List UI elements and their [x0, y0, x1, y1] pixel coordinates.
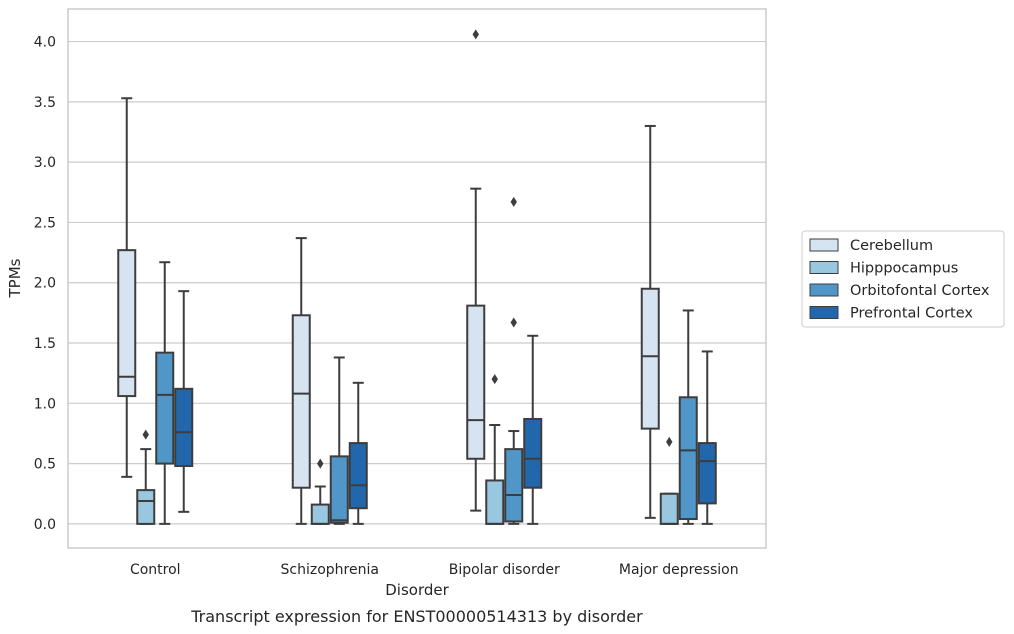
outlier-point — [666, 436, 673, 447]
box-hipppocampus-3 — [659, 436, 679, 525]
outlier-point — [510, 317, 517, 328]
x-tick-label: Schizophrenia — [281, 562, 379, 578]
box-hipppocampus-2 — [485, 374, 505, 525]
box-iqr — [117, 249, 137, 398]
outlier-point — [472, 29, 479, 40]
box-iqr — [659, 492, 679, 525]
outlier-point — [142, 429, 149, 440]
legend-swatch — [809, 306, 839, 319]
box-orbitofontal-cortex-0 — [155, 261, 175, 525]
outlier-point — [491, 374, 498, 385]
box-iqr — [697, 442, 717, 505]
box-iqr — [678, 396, 698, 521]
y-tick-label: 1.0 — [34, 396, 56, 412]
box-iqr — [329, 455, 349, 524]
figure-caption: Transcript expression for ENST0000051431… — [190, 607, 643, 626]
box-iqr — [640, 287, 660, 430]
legend-swatch — [809, 238, 839, 252]
y-tick-label: 2.0 — [34, 276, 56, 292]
legend-label: Orbitofontal Cortex — [850, 283, 990, 299]
boxes — [117, 29, 717, 525]
y-tick-label: 3.0 — [34, 155, 56, 171]
box-prefrontal-cortex-3 — [697, 350, 717, 525]
box-iqr — [155, 351, 175, 465]
box-iqr — [291, 314, 311, 489]
box-iqr — [523, 417, 543, 489]
box-hipppocampus-0 — [136, 429, 156, 525]
x-tick-label: Control — [130, 562, 181, 578]
box-iqr — [310, 503, 330, 525]
legend-label: Hipppocampus — [850, 261, 958, 277]
box-iqr — [466, 304, 486, 460]
box-iqr — [136, 489, 156, 525]
box-iqr — [504, 448, 524, 523]
x-tick-label: Bipolar disorder — [449, 562, 560, 578]
box-iqr — [485, 479, 505, 525]
x-tick-label: Major depression — [619, 562, 739, 578]
outlier-point — [317, 458, 324, 469]
box-cerebellum-3 — [640, 124, 660, 519]
legend-label: Prefrontal Cortex — [850, 306, 973, 322]
y-tick-label: 0.0 — [34, 517, 56, 533]
y-ticks: 0.0 0.5 1.0 1.5 2.0 2.5 3.0 3.5 4.0 — [34, 35, 56, 533]
y-tick-label: 0.5 — [34, 457, 56, 473]
x-axis-label: Disorder — [385, 581, 449, 599]
legend-frame — [801, 230, 1005, 328]
y-tick-label: 4.0 — [34, 35, 56, 51]
box-prefrontal-cortex-2 — [523, 334, 543, 525]
y-axis-label: TPMs — [6, 258, 24, 298]
box-prefrontal-cortex-1 — [348, 381, 368, 525]
legend-label: Cerebellum — [850, 238, 933, 254]
y-tick-label: 1.5 — [34, 336, 56, 352]
box-cerebellum-0 — [117, 97, 137, 478]
box-orbitofontal-cortex-1 — [329, 356, 349, 525]
box-orbitofontal-cortex-2 — [504, 196, 524, 525]
box-cerebellum-2 — [466, 29, 486, 512]
legend-swatch — [809, 261, 839, 274]
legend: Cerebellum Hipppocampus Orbitofontal Corte… — [801, 230, 1005, 328]
box-orbitofontal-cortex-3 — [678, 309, 698, 525]
box-cerebellum-1 — [291, 237, 311, 525]
box-iqr — [174, 387, 194, 468]
box-iqr — [348, 442, 368, 510]
y-tick-label: 2.5 — [34, 215, 56, 231]
box-hipppocampus-1 — [310, 458, 330, 525]
outlier-point — [510, 196, 517, 207]
plot-frame — [67, 8, 767, 549]
legend-swatch — [809, 283, 839, 297]
y-tick-label: 3.5 — [34, 95, 56, 111]
x-ticks: Control Schizophrenia Bipolar disorder Majo… — [130, 562, 739, 578]
box-prefrontal-cortex-0 — [174, 290, 194, 513]
